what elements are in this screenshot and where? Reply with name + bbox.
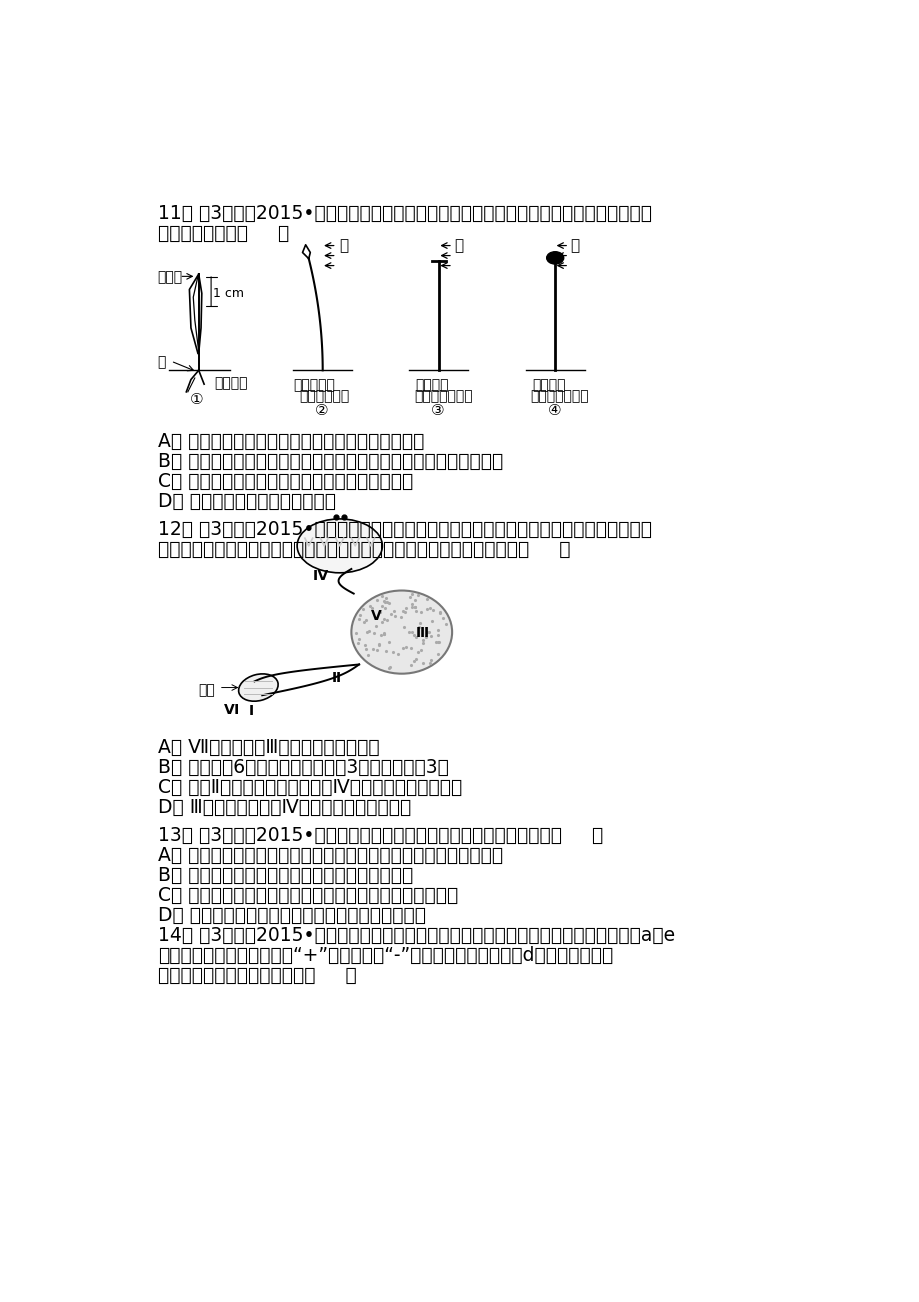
Text: Ⅴ: Ⅴ xyxy=(370,609,381,622)
Text: ④: ④ xyxy=(547,402,561,418)
Text: Ⅱ: Ⅱ xyxy=(332,671,341,685)
Text: 12． （3分）（2015•吉林校级模拟）如图为某高等动物中某反射弧的部分结构示意图，传: 12． （3分）（2015•吉林校级模拟）如图为某高等动物中某反射弧的部分结构示… xyxy=(157,519,651,539)
Text: 肌肉: 肌肉 xyxy=(199,684,215,697)
Text: D． 生长素是否会受到强光的破坏: D． 生长素是否会受到强光的破坏 xyxy=(157,492,335,510)
Text: 分别代表五种不同的激素，“+”表示促进，“-”表示抑制）．已知激素d为甲状腔激素．: 分别代表五种不同的激素，“+”表示促进，“-”表示抑制）．已知激素d为甲状腔激素… xyxy=(157,947,612,965)
Text: C． 刺激Ⅱ能引起肌肉收缩，刺激Ⅳ不一定能引起肌肉收缩: C． 刺激Ⅱ能引起肌肉收缩，刺激Ⅳ不一定能引起肌肉收缩 xyxy=(157,777,461,797)
Text: 请据图分析下列叙述错误的是（     ）: 请据图分析下列叙述错误的是（ ） xyxy=(157,966,356,986)
Text: Ⅰ: Ⅰ xyxy=(249,704,254,719)
Ellipse shape xyxy=(546,251,563,264)
Text: 究的目的是探究（     ）: 究的目的是探究（ ） xyxy=(157,224,289,243)
Text: B． 胚芽鞘尖端对光线是否敏感，照光后是否会引起胚芽鞘向光弯曲: B． 胚芽鞘尖端对光线是否敏感，照光后是否会引起胚芽鞘向光弯曲 xyxy=(157,452,503,471)
Text: C． 胚芽鞘是否展现向光性，是否取决于尖端存在: C． 胚芽鞘是否展现向光性，是否取决于尖端存在 xyxy=(157,471,413,491)
Text: 光: 光 xyxy=(570,238,579,253)
Text: 胚芽鞘: 胚芽鞘 xyxy=(157,271,183,284)
Ellipse shape xyxy=(238,674,278,702)
Text: 燕麦幼苗: 燕麦幼苗 xyxy=(214,376,247,391)
Text: 1 cm: 1 cm xyxy=(213,288,244,301)
Text: B． 用适宜浓度乙烯利处理凤梨，可加快果实发育: B． 用适宜浓度乙烯利处理凤梨，可加快果实发育 xyxy=(157,866,413,885)
Text: 尖端遮盖: 尖端遮盖 xyxy=(531,378,565,392)
Text: B． 图中共有6个突触结构，肌肉中3个，神经中枢3个: B． 图中共有6个突触结构，肌肉中3个，神经中枢3个 xyxy=(157,758,448,776)
Text: Ⅵ: Ⅵ xyxy=(223,703,239,717)
Text: C． 促性腔激素类药物用于人工养殖四大家鱼可提高繁殖率: C． 促性腔激素类药物用于人工养殖四大家鱼可提高繁殖率 xyxy=(157,887,458,905)
Ellipse shape xyxy=(297,519,382,573)
Text: A． 胚芽鞘背光的一侧促进生长的物质含量是否较多: A． 胚芽鞘背光的一侧促进生长的物质含量是否较多 xyxy=(157,432,424,450)
Text: D． Ⅲ可以接受到来自Ⅳ和大脑皮层传来的兴奋: D． Ⅲ可以接受到来自Ⅳ和大脑皮层传来的兴奋 xyxy=(157,798,411,816)
Text: 光: 光 xyxy=(454,238,463,253)
Text: Ⅲ: Ⅲ xyxy=(415,626,428,641)
Text: 正常胚芽鞘: 正常胚芽鞘 xyxy=(293,378,335,392)
Text: A． Ⅶ为感受器，Ⅲ位于中枢神经系统中: A． Ⅶ为感受器，Ⅲ位于中枢神经系统中 xyxy=(157,738,379,756)
Text: 尖端切除: 尖端切除 xyxy=(415,378,448,392)
Text: ①: ① xyxy=(189,392,203,406)
Text: 出神经末梢与肌肉的连接结构与突触结构相同．下列有关说法不正确的是（     ）: 出神经末梢与肌肉的连接结构与突触结构相同．下列有关说法不正确的是（ ） xyxy=(157,540,570,559)
Text: D． 利用昆虫性外激素防治害虫的方法属于化学防治: D． 利用昆虫性外激素防治害虫的方法属于化学防治 xyxy=(157,906,425,926)
Text: 根: 根 xyxy=(157,355,165,368)
Text: Ⅳ: Ⅳ xyxy=(312,569,327,583)
Text: （向光弯曲）: （向光弯曲） xyxy=(299,389,349,404)
Text: 11． （3分）（2015•吉林校级模拟）如图是达尔文利用燕麦胚芽鞘所做的实验，该实验研: 11． （3分）（2015•吉林校级模拟）如图是达尔文利用燕麦胚芽鞘所做的实验，… xyxy=(157,204,651,223)
Text: ②: ② xyxy=(314,402,328,418)
Text: 14． （3分）（2015•吉林校级模拟）如图表示几种重要激素对物质代谢的调节作用（图a－e: 14． （3分）（2015•吉林校级模拟）如图表示几种重要激素对物质代谢的调节作… xyxy=(157,926,674,945)
Text: ③: ③ xyxy=(431,402,445,418)
Text: 光: 光 xyxy=(339,238,348,253)
Text: A． 用一定浓度的生长素类似物溶液处理番茄的花就能得到无子番茄: A． 用一定浓度的生长素类似物溶液处理番茄的花就能得到无子番茄 xyxy=(157,846,502,865)
Text: 13． （3分）（2015•蚌埠二模）下列关于激素应用的叙述，正确的是（     ）: 13． （3分）（2015•蚌埠二模）下列关于激素应用的叙述，正确的是（ ） xyxy=(157,827,602,845)
Ellipse shape xyxy=(351,591,451,673)
Text: （不向光弯曲）: （不向光弯曲） xyxy=(414,389,472,404)
Text: （不向光弯曲）: （不向光弯曲） xyxy=(530,389,588,404)
